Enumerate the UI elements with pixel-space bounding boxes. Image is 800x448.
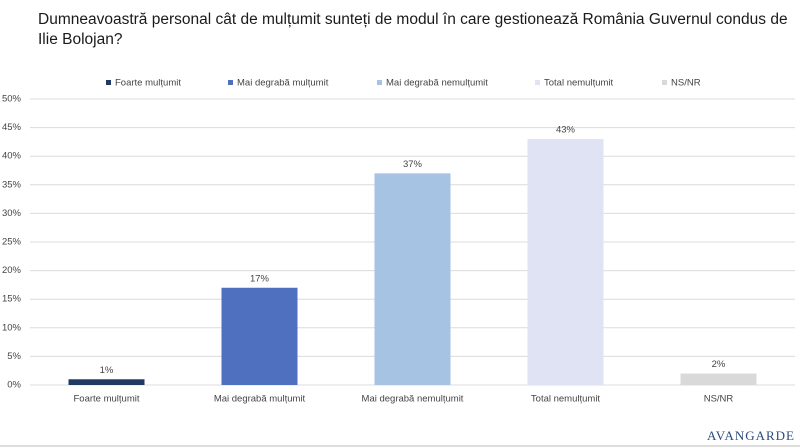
legend-label: Mai degrabă mulțumit	[237, 78, 329, 89]
y-tick-label: 35%	[2, 179, 22, 190]
bar	[221, 287, 298, 385]
bar	[374, 173, 451, 385]
chart-title: Dumneavoastră personal cât de mulțumit s…	[38, 11, 788, 48]
x-tick-label: Mai degrabă mulțumit	[214, 394, 306, 405]
bar	[527, 139, 604, 385]
bar	[680, 373, 757, 385]
bar	[68, 379, 145, 385]
value-label: 2%	[712, 359, 726, 370]
y-tick-label: 25%	[2, 237, 22, 248]
legend-swatch	[662, 80, 667, 85]
y-tick-label: 50%	[2, 94, 22, 105]
y-tick-label: 15%	[2, 294, 22, 305]
x-tick-label: Foarte mulțumit	[74, 394, 140, 405]
legend-swatch	[106, 80, 111, 85]
legend-label: Mai degrabă nemulțumit	[386, 78, 488, 89]
legend-label: Foarte mulțumit	[115, 78, 181, 89]
legend-swatch	[377, 80, 382, 85]
legend-swatch	[228, 80, 233, 85]
x-tick-label: Mai degrabă nemulțumit	[362, 394, 464, 405]
y-tick-label: 40%	[2, 151, 22, 162]
legend-label: NS/NR	[671, 78, 701, 89]
value-label: 37%	[403, 159, 423, 170]
value-label: 43%	[556, 125, 576, 136]
x-tick-label: Total nemulțumit	[531, 394, 601, 405]
y-tick-label: 30%	[2, 208, 22, 219]
y-tick-label: 20%	[2, 265, 22, 276]
legend-swatch	[535, 80, 540, 85]
y-tick-label: 45%	[2, 122, 22, 133]
x-tick-label: NS/NR	[704, 394, 734, 405]
value-label: 17%	[250, 273, 270, 284]
y-tick-label: 0%	[7, 380, 21, 391]
value-label: 1%	[100, 365, 114, 376]
logo: AVANGARDE	[707, 428, 795, 443]
y-tick-label: 5%	[7, 351, 21, 362]
legend-label: Total nemulțumit	[544, 78, 614, 89]
y-tick-label: 10%	[2, 322, 22, 333]
